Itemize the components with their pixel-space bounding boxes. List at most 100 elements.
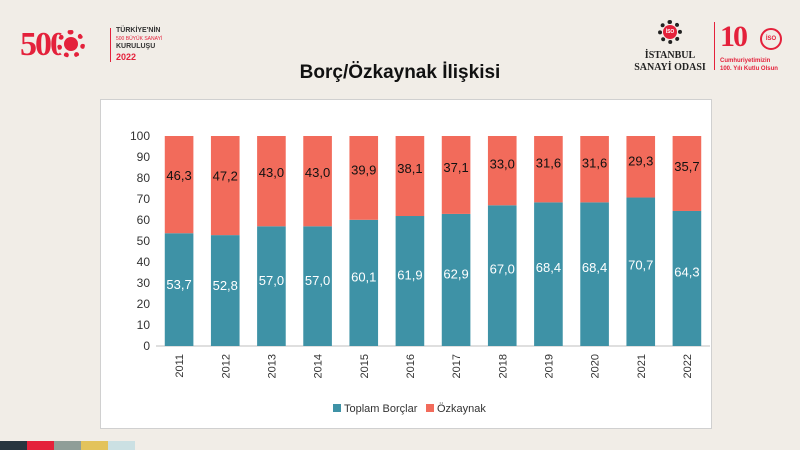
iso-gear-icon	[658, 20, 682, 44]
x-tick-label: 2021	[636, 354, 648, 378]
bar-ozkaynak	[487, 136, 517, 206]
data-label: 52,8	[213, 278, 238, 293]
logo-divider	[714, 22, 715, 70]
logo-500-buyuk-sanayi: 500 TÜRKİYE'NİN 500 BÜYÜK SANAYİ KURULUŞ…	[18, 24, 178, 68]
color-strip-segment	[27, 441, 54, 450]
x-tick-label: 2014	[313, 354, 325, 378]
y-tick-label: 20	[137, 297, 151, 311]
x-tick-label: 2017	[451, 354, 463, 378]
bar-toplam-borclar	[210, 235, 240, 346]
logo-year: 2022	[116, 52, 137, 62]
chart-panel: 0 10 20 30 40 50 60 70 80 90 100 53,7 46,3 2011 52,8 47…	[100, 99, 712, 429]
bar-ozkaynak	[257, 136, 286, 227]
x-tick-label: 2019	[543, 354, 555, 378]
color-strip-segment	[0, 441, 27, 450]
data-label: 62,9	[443, 266, 468, 281]
gear-core-icon	[64, 37, 78, 51]
bar-toplam-borclar	[395, 216, 425, 346]
centennial-slogan2: 100. Yılı Kutlu Olsun	[720, 66, 778, 72]
data-label: 43,0	[305, 165, 330, 180]
data-label: 68,4	[582, 260, 607, 275]
x-tick-label: 2013	[266, 354, 278, 378]
y-tick-label: 90	[137, 150, 151, 164]
centennial-slogan1: Cumhuriyetimizin	[720, 58, 771, 64]
data-label: 31,6	[536, 156, 561, 171]
bar-toplam-borclar	[672, 210, 702, 346]
data-label: 70,7	[628, 257, 653, 272]
bar-toplam-borclar	[164, 233, 194, 346]
chart: 0 10 20 30 40 50 60 70 80 90 100 53,7 46,3 2011 52,8 47…	[130, 129, 710, 415]
bar-toplam-borclar	[349, 219, 379, 346]
data-label: 38,1	[397, 161, 422, 176]
x-tick-label: 2022	[682, 354, 694, 378]
bar-toplam-borclar	[441, 213, 471, 346]
data-label: 61,9	[397, 268, 422, 283]
data-label: 67,0	[490, 262, 515, 277]
y-tick-label: 80	[137, 171, 151, 185]
data-label: 47,2	[213, 169, 238, 184]
color-strip-segment	[108, 441, 135, 450]
data-label: 33,0	[490, 157, 515, 172]
bar-ozkaynak	[349, 136, 379, 220]
y-tick-label: 0	[143, 339, 150, 353]
bar-ozkaynak	[580, 136, 609, 203]
bar-toplam-borclar	[487, 205, 517, 346]
data-label: 60,1	[351, 270, 376, 285]
bar-toplam-borclar	[626, 197, 656, 346]
data-label: 68,4	[536, 260, 561, 275]
iso-name-line2: SANAYİ ODASI	[634, 62, 706, 73]
data-label: 39,9	[351, 163, 376, 178]
color-strip-segment	[81, 441, 108, 450]
bar-ozkaynak	[210, 136, 240, 236]
logo-divider	[110, 28, 111, 62]
y-tick-label: 30	[137, 276, 151, 290]
logo-line1: TÜRKİYE'NİN	[116, 27, 161, 34]
bar-toplam-borclar	[303, 226, 332, 346]
x-tick-label: 2020	[590, 354, 602, 378]
bar-ozkaynak	[164, 136, 194, 234]
logo-line3: KURULUŞU	[116, 43, 156, 50]
iso-name-line1: İSTANBUL	[644, 50, 696, 61]
centennial-number: 10	[720, 20, 748, 53]
y-tick-label: 100	[130, 129, 150, 143]
legend-swatch	[426, 404, 434, 412]
y-tick-label: 40	[137, 255, 151, 269]
bar-toplam-borclar	[257, 226, 286, 346]
data-label: 37,1	[443, 160, 468, 175]
legend-label: Özkaynak	[437, 403, 486, 415]
bar-ozkaynak	[303, 136, 332, 227]
data-label: 31,6	[582, 156, 607, 171]
y-tick-label: 70	[137, 192, 151, 206]
x-tick-label: 2011	[174, 354, 186, 378]
y-tick-label: 60	[137, 213, 151, 227]
iso-mark: İSO	[663, 25, 677, 39]
bar-toplam-borclar	[534, 202, 563, 346]
bar-ozkaynak	[534, 136, 563, 203]
bar-ozkaynak	[626, 136, 656, 198]
legend-label: Toplam Borçlar	[344, 403, 418, 415]
logo-iso: İSO İSTANBUL SANAYİ ODASI 10 İSO Cumhuri…	[622, 18, 792, 80]
bar-toplam-borclar	[580, 202, 609, 346]
chart-title: Borç/Özkaynak İlişkisi	[299, 62, 501, 83]
data-label: 64,3	[674, 265, 699, 280]
centennial-iso-mark: İSO	[760, 28, 782, 50]
data-label: 53,7	[166, 277, 191, 292]
data-label: 46,3	[166, 168, 191, 183]
bar-ozkaynak	[672, 136, 702, 211]
data-label: 29,3	[628, 154, 653, 169]
y-tick-label: 50	[137, 234, 151, 248]
x-tick-label: 2018	[497, 354, 509, 378]
data-label: 35,7	[674, 159, 699, 174]
color-strip-segment	[54, 441, 81, 450]
bar-ozkaynak	[395, 136, 425, 217]
x-tick-label: 2012	[220, 354, 232, 378]
data-label: 57,0	[305, 273, 330, 288]
data-label: 43,0	[259, 165, 284, 180]
bar-ozkaynak	[441, 136, 471, 214]
x-tick-label: 2016	[405, 354, 417, 378]
data-label: 57,0	[259, 273, 284, 288]
legend-swatch	[333, 404, 341, 412]
x-tick-label: 2015	[359, 354, 371, 378]
logo-line2: 500 BÜYÜK SANAYİ	[116, 36, 163, 42]
y-tick-label: 10	[137, 318, 151, 332]
